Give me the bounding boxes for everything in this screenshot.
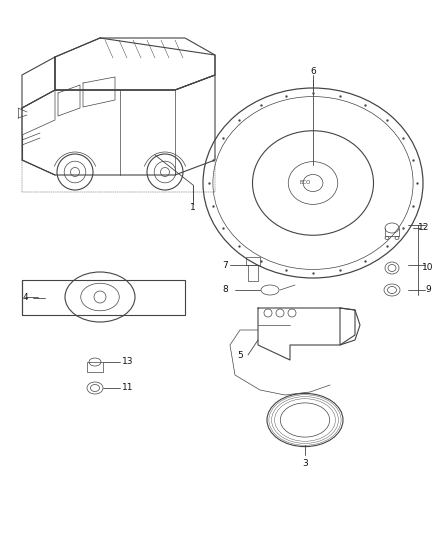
Text: 11: 11 <box>122 384 134 392</box>
Text: 9: 9 <box>425 286 431 295</box>
Text: 10: 10 <box>422 263 434 272</box>
Text: 12: 12 <box>418 223 430 232</box>
Bar <box>246 257 260 265</box>
Text: 13: 13 <box>122 358 134 367</box>
Text: 4: 4 <box>22 294 28 303</box>
Bar <box>248 265 258 281</box>
Text: 5: 5 <box>237 351 243 359</box>
Text: 7: 7 <box>222 261 228 270</box>
Text: 3: 3 <box>302 458 308 467</box>
Text: 6: 6 <box>310 68 316 77</box>
Text: ECO: ECO <box>299 181 311 185</box>
Text: 1: 1 <box>190 203 196 212</box>
Text: 8: 8 <box>222 286 228 295</box>
Bar <box>87 362 103 372</box>
